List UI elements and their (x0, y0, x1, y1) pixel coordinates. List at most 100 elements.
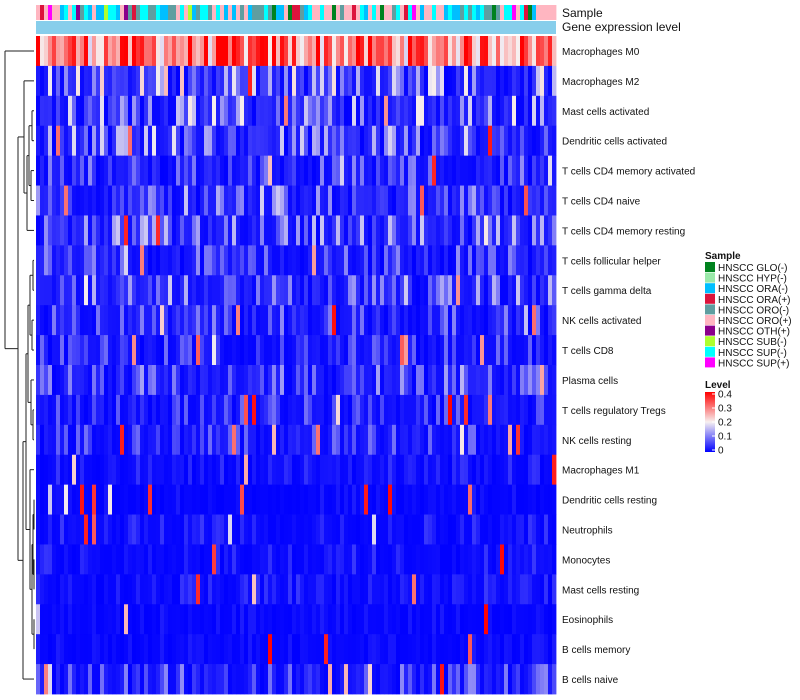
heatmap-cell (532, 394, 537, 426)
heatmap-cell (364, 394, 369, 426)
heatmap-cell (128, 245, 133, 276)
heatmap-cell (416, 305, 421, 336)
heatmap-cell (320, 574, 325, 605)
heatmap-cell (340, 125, 345, 157)
heatmap-cell (524, 125, 529, 157)
heatmap-cell (340, 664, 345, 695)
heatmap-cell (220, 95, 225, 127)
heatmap-cell (428, 95, 433, 127)
heatmap-cell (424, 65, 429, 97)
heatmap-cell (136, 215, 141, 246)
heatmap-cell (368, 634, 373, 665)
heatmap-cell (184, 215, 189, 246)
heatmap-cell (152, 245, 157, 276)
heatmap-cell (160, 424, 165, 456)
heatmap-cell (140, 245, 145, 276)
heatmap-cell (280, 634, 285, 665)
heatmap-cell (424, 36, 429, 67)
heatmap-cell (264, 574, 269, 605)
heatmap-cell (444, 65, 449, 97)
level-tick-label: 0 (718, 446, 724, 457)
heatmap-cell (208, 65, 213, 97)
heatmap-cell (192, 424, 197, 456)
heatmap-cell (188, 215, 193, 246)
heatmap-cell (200, 95, 205, 127)
sample-annotation-cell (168, 5, 173, 20)
heatmap-cell (220, 305, 225, 336)
sample-annotation-cell (292, 5, 297, 20)
sample-legend-label: HNSCC ORO(+) (718, 316, 792, 327)
heatmap-cell (48, 574, 53, 605)
heatmap-cell (148, 634, 153, 665)
heatmap-cell (176, 335, 181, 366)
heatmap-cell (352, 65, 357, 97)
heatmap-cell (240, 275, 245, 306)
heatmap-cell (472, 305, 477, 336)
heatmap-cell (536, 634, 541, 665)
heatmap-cell (188, 275, 193, 306)
heatmap-cell (312, 245, 317, 276)
heatmap-cell (488, 664, 493, 695)
heatmap-cell (488, 454, 493, 486)
heatmap-cell (548, 604, 553, 635)
heatmap-cell (512, 454, 517, 486)
heatmap-cell (404, 275, 409, 306)
heatmap-cell (404, 245, 409, 276)
heatmap-cell (84, 36, 89, 67)
heatmap-cell (492, 95, 497, 127)
heatmap-cell (236, 95, 241, 127)
heatmap-cell (160, 574, 165, 605)
heatmap-cell (88, 275, 93, 306)
heatmap-cell (312, 185, 317, 216)
heatmap-cell (284, 245, 289, 276)
heatmap-cell (456, 664, 461, 695)
heatmap-cell (220, 394, 225, 426)
heatmap-cell (228, 36, 233, 67)
heatmap-cell (300, 275, 305, 306)
heatmap-cell (348, 544, 353, 575)
heatmap-cell (436, 604, 441, 635)
heatmap-cell (264, 305, 269, 336)
heatmap-cell (344, 305, 349, 336)
heatmap-cell (492, 275, 497, 306)
heatmap-cell (244, 305, 249, 336)
heatmap-cell (168, 424, 173, 456)
heatmap-cell (96, 394, 101, 426)
heatmap-cell (128, 544, 133, 575)
heatmap-cell (392, 604, 397, 635)
sample-annotation-cell (336, 5, 341, 20)
heatmap-cell (452, 664, 457, 695)
heatmap-cell (52, 664, 57, 695)
heatmap-cell (80, 424, 85, 456)
heatmap-cell (104, 664, 109, 695)
heatmap-cell (164, 514, 169, 545)
level-tick-label: 0.3 (718, 404, 732, 415)
heatmap-cell (68, 125, 73, 157)
heatmap-cell (540, 514, 545, 545)
heatmap-cell (108, 604, 113, 635)
heatmap-cell (548, 484, 553, 515)
heatmap-cell (132, 155, 137, 186)
heatmap-cell (216, 65, 221, 97)
heatmap-cell (56, 65, 61, 97)
heatmap-cell (68, 664, 73, 695)
heatmap-cell (92, 36, 97, 67)
heatmap-cell (112, 514, 117, 545)
heatmap-cell (544, 514, 549, 545)
heatmap-cell (192, 125, 197, 157)
heatmap-cell (244, 155, 249, 186)
heatmap-cell (284, 36, 289, 67)
heatmap-cell (44, 604, 49, 635)
heatmap-cell (508, 365, 513, 396)
heatmap-cell (64, 634, 69, 665)
heatmap-cell (500, 604, 505, 635)
heatmap-cell (328, 634, 333, 665)
heatmap-cell (360, 185, 365, 216)
heatmap-cell (332, 514, 337, 545)
heatmap-cell (284, 574, 289, 605)
heatmap-cell (48, 305, 53, 336)
heatmap-cell (308, 454, 313, 486)
heatmap-cell (340, 604, 345, 635)
heatmap-cell (104, 36, 109, 67)
heatmap-cell (300, 185, 305, 216)
